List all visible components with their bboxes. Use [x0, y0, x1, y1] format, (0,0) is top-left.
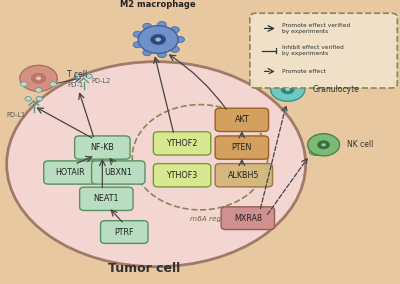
Circle shape — [285, 87, 290, 91]
Text: Tumor cell: Tumor cell — [108, 262, 180, 275]
Circle shape — [35, 88, 42, 92]
Text: Granulocyte: Granulocyte — [313, 85, 360, 94]
Circle shape — [75, 74, 81, 78]
Circle shape — [86, 74, 92, 78]
Ellipse shape — [309, 148, 322, 155]
Text: NF-KB: NF-KB — [90, 143, 114, 152]
Circle shape — [158, 51, 166, 58]
Circle shape — [32, 73, 46, 83]
FancyBboxPatch shape — [215, 108, 268, 131]
Circle shape — [36, 97, 42, 101]
Text: T cell: T cell — [67, 70, 88, 79]
Text: PTRF: PTRF — [114, 227, 134, 237]
Circle shape — [318, 141, 330, 149]
Circle shape — [155, 37, 161, 42]
Circle shape — [308, 134, 340, 156]
Circle shape — [20, 65, 57, 91]
Ellipse shape — [7, 62, 306, 267]
FancyBboxPatch shape — [250, 13, 397, 88]
Circle shape — [321, 143, 326, 147]
Text: Inhibit effect verified
by experiments: Inhibit effect verified by experiments — [282, 45, 344, 57]
FancyBboxPatch shape — [215, 136, 268, 159]
Text: Promote effect verified
by experiments: Promote effect verified by experiments — [282, 23, 350, 34]
Text: NEAT1: NEAT1 — [94, 194, 119, 203]
Circle shape — [143, 50, 152, 56]
Text: PD-1: PD-1 — [67, 82, 84, 88]
Circle shape — [158, 22, 166, 28]
Circle shape — [138, 26, 178, 53]
Text: UBXN1: UBXN1 — [104, 168, 132, 177]
FancyBboxPatch shape — [221, 207, 274, 229]
Text: AKT: AKT — [234, 115, 249, 124]
FancyBboxPatch shape — [92, 161, 145, 184]
Text: PD-L2: PD-L2 — [92, 78, 111, 84]
Text: YTHOF2: YTHOF2 — [166, 139, 198, 148]
Circle shape — [25, 97, 31, 101]
Circle shape — [170, 27, 179, 33]
Circle shape — [170, 46, 179, 52]
Text: Promote effect: Promote effect — [282, 69, 326, 74]
Circle shape — [150, 34, 166, 45]
Text: PTEN: PTEN — [232, 143, 252, 152]
Circle shape — [270, 78, 305, 101]
Text: PD-L1: PD-L1 — [6, 112, 26, 118]
FancyBboxPatch shape — [44, 161, 97, 184]
Text: HOTAIR: HOTAIR — [56, 168, 85, 177]
FancyBboxPatch shape — [153, 164, 211, 187]
Circle shape — [143, 23, 152, 29]
FancyBboxPatch shape — [75, 136, 130, 159]
Circle shape — [20, 82, 27, 87]
Circle shape — [50, 82, 56, 87]
Text: MXRA8: MXRA8 — [234, 214, 262, 223]
Circle shape — [281, 85, 294, 94]
Circle shape — [36, 76, 41, 80]
FancyBboxPatch shape — [80, 187, 133, 210]
Text: ALKBH5: ALKBH5 — [228, 171, 260, 180]
FancyBboxPatch shape — [153, 132, 211, 155]
Text: M2 macrophage: M2 macrophage — [120, 0, 196, 9]
Text: m6A regulator: m6A regulator — [190, 216, 242, 222]
FancyBboxPatch shape — [215, 164, 272, 187]
Text: YTHOF3: YTHOF3 — [166, 171, 198, 180]
Circle shape — [133, 42, 142, 48]
FancyBboxPatch shape — [100, 221, 148, 243]
Text: NK cell: NK cell — [348, 140, 374, 149]
Circle shape — [133, 31, 142, 37]
Circle shape — [176, 36, 184, 43]
